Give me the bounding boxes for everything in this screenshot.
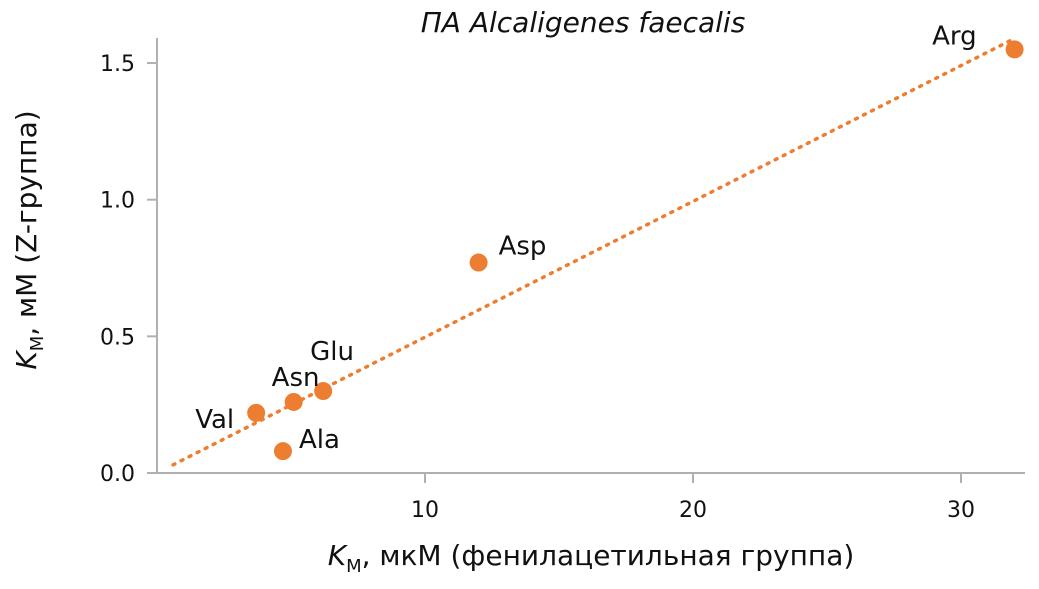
x-tick-label: 10 (411, 498, 439, 523)
y-tick-label: 1.5 (100, 52, 135, 77)
point-label-asn: Asn (272, 363, 320, 393)
data-point-glu (314, 382, 333, 401)
y-axis-title-k: K (10, 349, 43, 370)
data-point-asp (469, 253, 488, 272)
x-tick-label: 30 (947, 498, 975, 523)
y-axis-title-rest: , мМ (Z-группа) (10, 110, 43, 335)
trendline (171, 36, 1017, 467)
x-axis-title-k: K (328, 539, 349, 572)
point-label-arg: Arg (932, 21, 977, 51)
y-axis-title-sub: M (27, 336, 48, 352)
x-axis-title: KM, мкМ (фенилацетильная группа) (328, 539, 855, 577)
y-tick-label: 0.0 (100, 462, 135, 487)
x-axis-title-sub: M (346, 556, 362, 577)
points-group (247, 40, 1024, 461)
y-tick-label: 1.0 (100, 189, 135, 214)
data-point-arg (1005, 40, 1024, 59)
y-axis-title: KM, мМ (Z-группа) (10, 110, 48, 369)
y-tick-label: 0.5 (100, 325, 135, 350)
chart-title: ПА Alcaligenes faecalis (421, 6, 746, 39)
data-point-asn (284, 392, 303, 411)
point-label-glu: Glu (310, 337, 354, 367)
data-point-ala (273, 442, 292, 461)
point-label-val: Val (195, 405, 234, 435)
trendline-group (171, 36, 1017, 467)
point-label-asp: Asp (499, 232, 547, 262)
x-axis-title-rest: , мкМ (фенилацетильная группа) (362, 539, 855, 572)
data-point-val (247, 403, 266, 422)
x-tick-label: 20 (679, 498, 707, 523)
ticks-group: 10 20 30 0.0 0.5 1.0 1.5 (100, 52, 975, 523)
point-label-ala: Ala (299, 425, 340, 455)
